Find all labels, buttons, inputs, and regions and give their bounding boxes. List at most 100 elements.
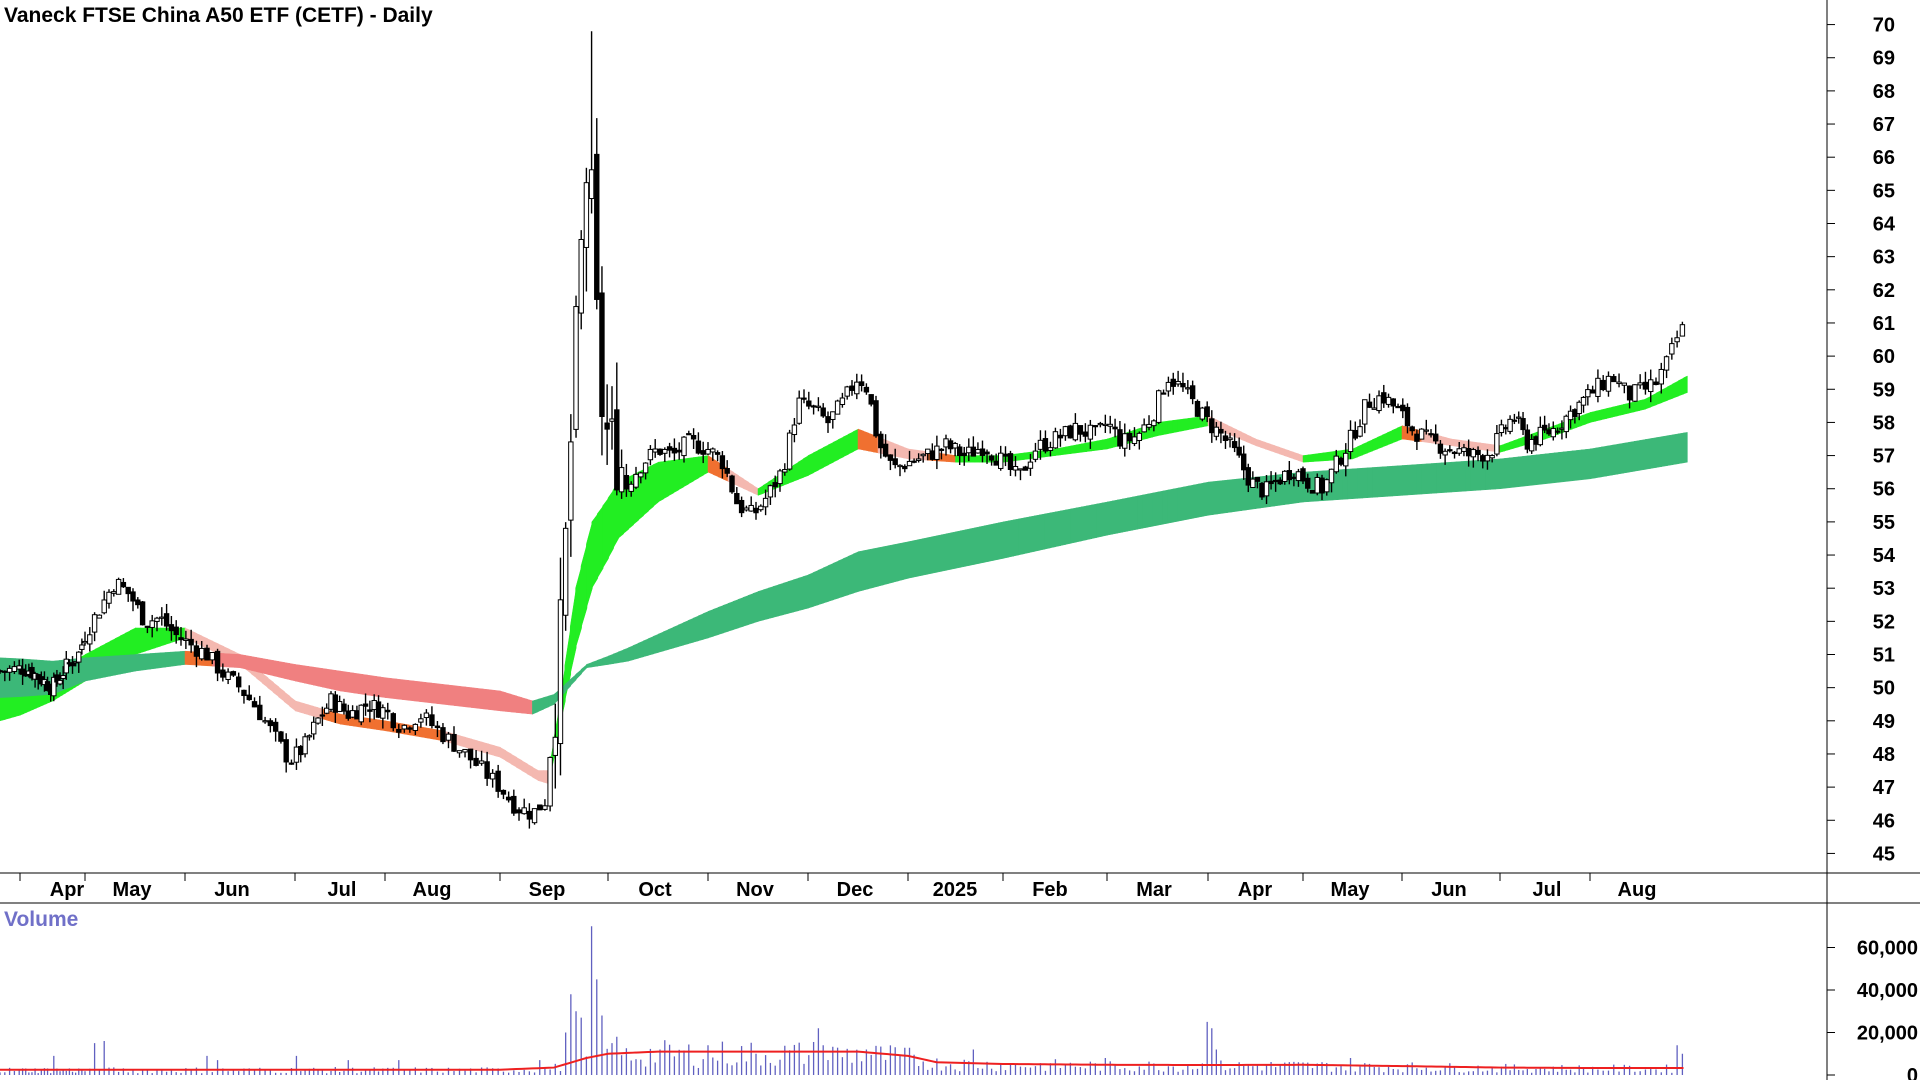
candle-up <box>115 578 122 595</box>
candle-down <box>251 701 258 708</box>
candle-down <box>473 757 479 766</box>
long-band-segment <box>453 685 461 707</box>
candle-up <box>652 448 658 453</box>
candle-up <box>1295 471 1302 482</box>
long-band-segment <box>419 681 427 703</box>
candle-down <box>1524 429 1531 450</box>
candle-up <box>1347 429 1354 453</box>
candle-down <box>1170 378 1176 387</box>
candle-up <box>445 733 452 741</box>
candle-down <box>873 400 879 437</box>
candle-up <box>998 452 1004 469</box>
date-tick-label: Aug <box>413 879 452 901</box>
candle-up <box>1674 337 1680 343</box>
long-band-segment <box>482 688 490 710</box>
candle-up <box>1185 387 1191 390</box>
candle-up <box>1423 429 1430 432</box>
price-tick-label: 55 <box>1873 512 1895 534</box>
short-band-segment <box>1617 404 1624 417</box>
short-band-segment <box>430 728 438 740</box>
long-band-segment <box>448 684 455 706</box>
candle-down <box>882 443 889 457</box>
candle-up <box>159 616 165 619</box>
candle-down <box>1236 446 1242 456</box>
candle-up <box>906 460 913 467</box>
candle-up <box>662 448 668 454</box>
candlesticks <box>0 31 1686 829</box>
candle-down <box>283 739 289 763</box>
candle-up <box>782 469 788 473</box>
candle-down <box>298 745 304 756</box>
candle-down <box>288 762 295 765</box>
short-band-segment <box>586 521 593 609</box>
candle-down <box>961 452 967 457</box>
candle-down <box>719 455 726 470</box>
candle-down <box>54 674 60 683</box>
date-tick-label: Apr <box>1238 879 1273 901</box>
candle-up <box>199 647 205 660</box>
long-band-segment <box>272 660 280 678</box>
candle-down <box>1189 385 1196 400</box>
candle-up <box>1494 433 1500 455</box>
price-tick-label: 56 <box>1873 479 1895 501</box>
price-tick-label: 58 <box>1873 412 1895 434</box>
volume-panel: 0 20,000 40,000 60,000 <box>0 926 1918 1085</box>
candle-down <box>772 482 778 488</box>
candle-up <box>1550 428 1556 438</box>
volume-tick-label: 40,000 <box>1857 980 1918 1002</box>
date-tick-label: 2025 <box>933 879 978 901</box>
candle-up <box>1470 449 1477 458</box>
candle-up <box>1037 439 1044 450</box>
candle-up <box>1658 368 1664 385</box>
candle-up <box>328 693 334 710</box>
candle-up <box>1679 324 1686 337</box>
candle-up <box>154 617 160 622</box>
candle-up <box>897 464 903 468</box>
long-band-segment <box>1606 444 1613 477</box>
candle-down <box>690 434 697 440</box>
candle-up <box>1580 396 1587 406</box>
long-band-segment <box>1013 518 1020 557</box>
candle-up <box>815 405 822 408</box>
candle-down <box>1180 382 1186 388</box>
long-band-segment <box>542 695 550 710</box>
long-band-segment <box>526 698 534 715</box>
candle-up <box>1563 415 1569 433</box>
long-band-segment <box>459 686 467 708</box>
candle-down <box>858 381 865 387</box>
candle-down <box>929 450 936 460</box>
long-band-segment <box>1672 433 1679 465</box>
candle-down <box>341 703 347 712</box>
candle-up <box>628 483 634 492</box>
candle-up <box>1343 452 1349 467</box>
short-band-segment <box>662 460 669 500</box>
candle-up <box>79 644 85 650</box>
candle-down <box>902 465 908 470</box>
candle-down <box>970 446 977 457</box>
candle-down <box>1390 398 1396 407</box>
candle-down <box>1277 479 1283 485</box>
short-band-segment <box>677 458 684 491</box>
short-band-segment <box>1085 441 1093 452</box>
candle-up <box>943 438 949 448</box>
candle-down <box>385 709 391 713</box>
candle-down <box>484 761 490 779</box>
long-band-segment <box>1028 515 1036 553</box>
candle-up <box>349 710 356 718</box>
candle-down <box>1409 426 1415 432</box>
candle-up <box>568 441 574 521</box>
candle-up <box>423 712 430 719</box>
candle-down <box>1554 430 1561 433</box>
long-band-segment <box>442 684 450 706</box>
candle-down <box>1600 379 1606 391</box>
candle-down <box>451 733 457 752</box>
short-band-segment <box>1600 408 1608 421</box>
candle-up <box>1648 379 1654 393</box>
short-band-segment <box>569 588 577 675</box>
candle-up <box>777 470 783 485</box>
long-band-segment <box>1059 509 1067 546</box>
short-band-segment <box>637 469 644 521</box>
candle-up <box>1141 424 1147 433</box>
